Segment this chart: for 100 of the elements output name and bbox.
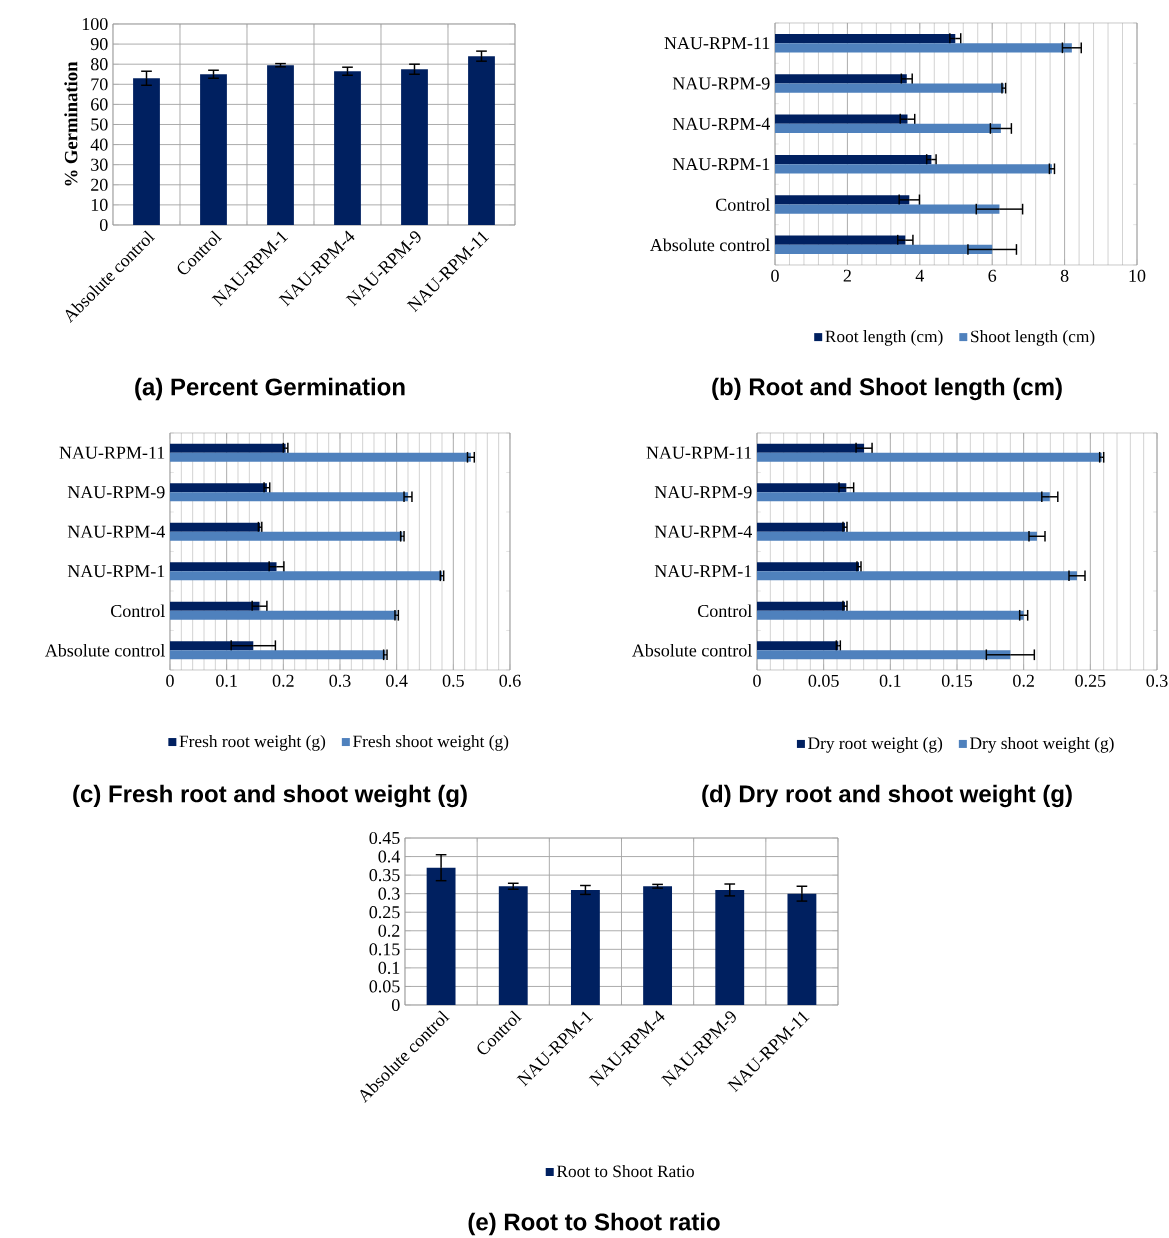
bar (170, 641, 254, 651)
y-tick-label: 0.4 (378, 850, 401, 863)
y-tick-label: NAU-RPM-11 (59, 446, 165, 459)
y-tick-label: 90 (90, 38, 108, 51)
y-tick-label: NAU-RPM-11 (664, 37, 770, 50)
bar (775, 43, 1072, 53)
y-tick-label: NAU-RPM-4 (672, 117, 770, 130)
bar (643, 886, 673, 1005)
x-tick-label: 0.25 (1075, 674, 1106, 687)
y-tick-label: 40 (90, 138, 108, 151)
bar (757, 492, 1050, 502)
legend-label: Shoot length (cm) (971, 330, 1095, 346)
x-tick-label: 0.1 (879, 674, 901, 687)
text: (b) Root and Shoot length (cm) (712, 377, 1062, 401)
bar (775, 195, 910, 205)
y-tick-label: 0.25 (369, 906, 400, 919)
bar (757, 571, 1077, 581)
text: (a) Percent Germination (135, 377, 405, 401)
bar (170, 601, 260, 611)
y-tick-label: 30 (91, 158, 108, 171)
bar (170, 452, 471, 462)
bar (775, 74, 907, 84)
y-tick-label: NAU-RPM-4 (654, 525, 752, 538)
y-tick-label: 100 (82, 17, 108, 31)
x-tick-label: 8 (1060, 269, 1069, 282)
y-tick-label: 0 (391, 998, 400, 1012)
bar (170, 492, 408, 502)
bar (757, 641, 839, 651)
bar (757, 483, 847, 493)
bar (170, 443, 286, 453)
y-tick-label: NAU-RPM-4 (67, 525, 165, 538)
y-tick-label: 0.35 (369, 868, 400, 882)
bar (170, 571, 442, 581)
y-tick-label: NAU-RPM-9 (672, 77, 770, 90)
bar (200, 74, 227, 225)
x-tick-label: 2 (843, 269, 851, 282)
bar (426, 867, 456, 1005)
bar (133, 78, 160, 225)
text: (d) Dry root and shoot weight (g) (702, 784, 1072, 808)
y-tick-label: 60 (91, 98, 108, 111)
bar (757, 443, 865, 453)
bar (775, 83, 1004, 93)
bar (775, 114, 908, 124)
bar (468, 56, 495, 225)
legend-label: Dry shoot weight (g) (970, 736, 1114, 753)
bar (334, 71, 361, 225)
bar (170, 522, 261, 532)
y-tick-label: 0.3 (378, 887, 400, 900)
bar (757, 650, 1011, 660)
y-tick-label: Absolute control (44, 643, 165, 657)
x-tick-label: 0.5 (442, 674, 464, 687)
x-tick-label: 0.3 (329, 674, 351, 687)
bar (775, 235, 906, 245)
x-tick-label: 0.2 (272, 674, 294, 687)
y-tick-label: 0.45 (369, 831, 400, 845)
bar (757, 610, 1024, 620)
bar (775, 33, 956, 44)
legend-label: Dry root weight (g) (808, 736, 943, 753)
bar (775, 123, 1001, 134)
x-tick-label: 4 (915, 269, 925, 282)
bar (170, 610, 397, 620)
bar (757, 452, 1102, 462)
x-tick-label: 0.3 (1146, 674, 1168, 687)
legend-label: Root length (cm) (825, 330, 943, 346)
y-tick-label: Absolute control (631, 643, 752, 657)
bar (267, 65, 294, 225)
bar (498, 886, 528, 1005)
bar (170, 650, 386, 660)
text: (e) Root to Shoot ratio (468, 1212, 720, 1236)
y-tick-label: Control (716, 198, 770, 211)
x-tick-label: 6 (988, 269, 997, 282)
x-tick-label: 0.6 (499, 674, 521, 687)
y-tick-label: 0 (99, 218, 108, 232)
bar (775, 204, 1000, 214)
y-tick-label: 10 (91, 198, 108, 211)
bar (715, 889, 745, 1005)
y-tick-label: 20 (91, 178, 108, 191)
y-tick-label: 80 (90, 58, 108, 71)
legend-label: Fresh shoot weight (g) (353, 735, 509, 751)
y-tick-label: 0.1 (378, 961, 400, 974)
y-tick-label: Control (698, 604, 752, 618)
x-tick-label: 0.1 (216, 674, 237, 687)
x-tick-label: 0.15 (941, 674, 973, 687)
x-tick-label: 0 (753, 674, 761, 687)
y-tick-label: NAU-RPM-9 (654, 486, 752, 499)
text: (c) Fresh root and shoot weight (g) (73, 784, 467, 808)
y-tick-label: NAU-RPM-1 (672, 158, 770, 171)
legend-label: Root to Shoot Ratio (556, 1164, 694, 1178)
bar (401, 69, 428, 225)
y-tick-label: NAU-RPM-1 (654, 565, 752, 578)
bar (570, 889, 600, 1005)
y-tick-label: NAU-RPM-1 (67, 565, 165, 578)
bar (757, 522, 845, 532)
y-tick-label: 0.15 (369, 943, 400, 956)
bar (775, 164, 1052, 174)
y-tick-label: NAU-RPM-9 (67, 486, 165, 499)
bar (787, 893, 817, 1005)
bar (170, 531, 403, 541)
x-tick-label: 0 (166, 674, 174, 687)
bar (775, 244, 993, 255)
